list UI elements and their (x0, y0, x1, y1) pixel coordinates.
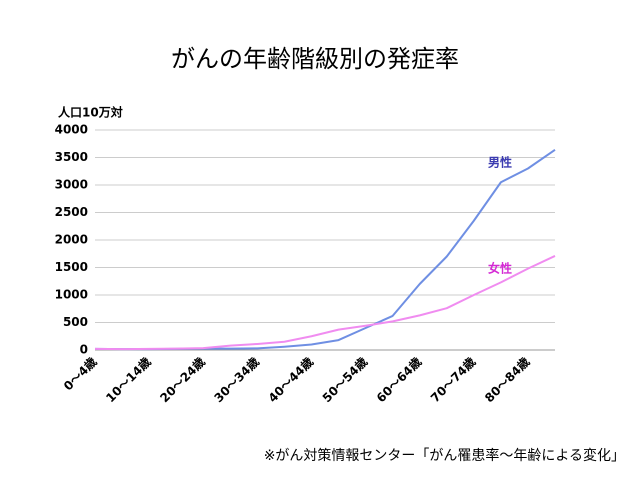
x-tick-label: 10～14歳 (103, 354, 154, 405)
y-tick-label: 2000 (55, 233, 88, 247)
y-tick-label: 3000 (55, 178, 88, 192)
y-axis-label: 人口10万対 (58, 105, 123, 120)
x-tick-label: 80～84歳 (481, 354, 532, 405)
source: ※がん対策情報センター「がん罹患率～年齢による変化」 (264, 447, 625, 464)
series-line (94, 148, 556, 351)
x-tick-label: 40～44歳 (265, 354, 316, 405)
x-tick-label: 30～34歳 (211, 354, 262, 405)
x-tick-label: 20～24歳 (157, 354, 208, 405)
chart-title: がんの年齢階級別の発症率 (171, 45, 459, 73)
x-tick-label: 0～4歳 (60, 354, 99, 393)
y-tick-label: 1000 (55, 288, 88, 302)
y-tick-label: 500 (63, 315, 88, 329)
series-label: 女性 (488, 260, 512, 275)
y-tick-label: 0 (80, 343, 88, 357)
x-tick-label: 50～54歳 (319, 354, 370, 405)
x-tick-label: 70～74歳 (427, 354, 478, 405)
y-tick-label: 2500 (55, 205, 88, 219)
y-tick-label: 1500 (55, 260, 88, 274)
y-tick-label: 4000 (55, 123, 88, 137)
x-tick-label: 60～64歳 (373, 354, 424, 405)
series-label: 男性 (488, 154, 512, 169)
y-tick-label: 3500 (55, 150, 88, 164)
series-line (94, 255, 556, 351)
